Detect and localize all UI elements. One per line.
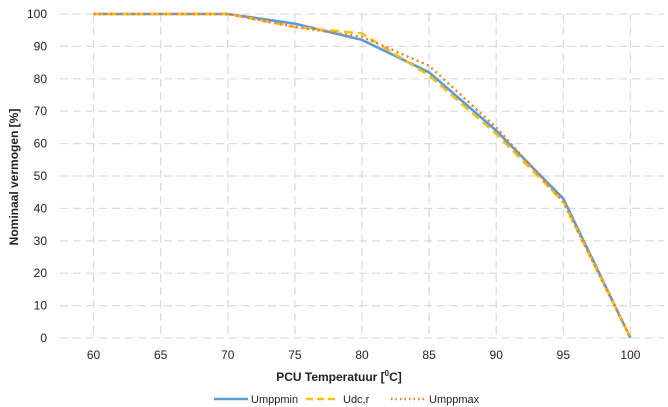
y-tick-label: 90: [34, 39, 48, 53]
x-tick-label: 75: [288, 348, 302, 362]
legend-label-umppmin: Umppmin: [251, 394, 298, 406]
x-axis-title-superscript: 0: [385, 369, 390, 378]
legend-item-umppmin: Umppmin: [214, 394, 298, 406]
x-tick-label: 70: [221, 348, 235, 362]
x-tick-label: 80: [355, 348, 369, 362]
x-tick-label: 100: [620, 348, 640, 362]
y-tick-label: 30: [34, 234, 48, 248]
y-tick-label: 70: [34, 104, 48, 118]
legend-item-umppmax: Umppmax: [391, 394, 480, 406]
series-lines: [93, 12, 632, 339]
y-tick-label: 100: [27, 7, 47, 21]
legend-label-umppmax: Umppmax: [429, 394, 480, 406]
series-line-udc-r: [93, 12, 632, 339]
y-tick-labels: 0 10 20 30 40 50 60 70 80 90 100: [27, 7, 47, 345]
x-tick-label: 95: [557, 348, 571, 362]
x-tick-label: 85: [422, 348, 436, 362]
x-tick-labels: 60 65 70 75 80 85 90 95 100: [87, 348, 641, 362]
y-tick-label: 10: [34, 299, 48, 313]
y-tick-label: 20: [34, 266, 48, 280]
y-tick-label: 40: [34, 201, 48, 215]
legend: Umppmin Udc,r Umppmax: [214, 394, 480, 406]
legend-label-udc-r: Udc,r: [343, 394, 370, 406]
y-axis-title: Nominaal vermogen [%]: [7, 109, 21, 246]
x-axis-title-end: C]: [389, 370, 402, 384]
y-tick-label: 80: [34, 72, 48, 86]
x-axis-title: PCU Temperatuur [0C]: [276, 369, 402, 384]
legend-item-udc-r: Udc,r: [306, 394, 370, 406]
y-tick-label: 50: [34, 169, 48, 183]
y-tick-label: 60: [34, 137, 48, 151]
x-tick-label: 90: [490, 348, 504, 362]
series-line-umppmax: [93, 12, 632, 339]
x-tick-label: 65: [154, 348, 168, 362]
x-tick-label: 60: [87, 348, 101, 362]
y-tick-label: 0: [40, 331, 47, 345]
grid-lines: [60, 13, 664, 339]
x-axis-title-main: PCU Temperatuur [: [276, 370, 384, 384]
